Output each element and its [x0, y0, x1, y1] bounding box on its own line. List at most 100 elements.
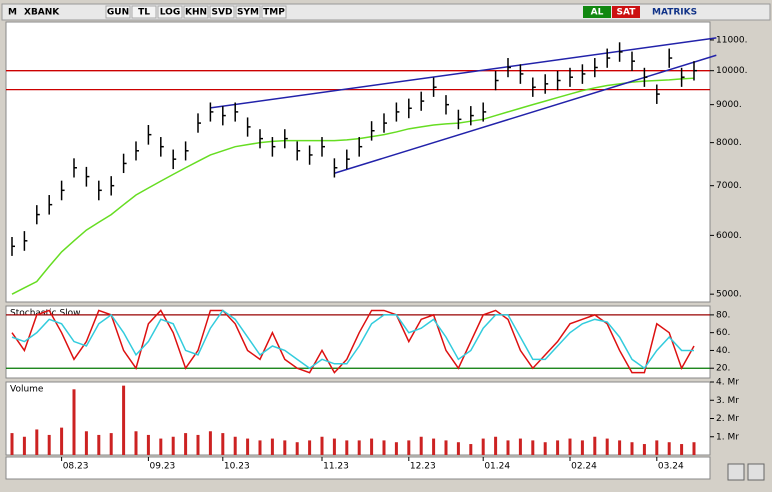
settings-icon[interactable] [747, 463, 765, 481]
volume-bar [456, 442, 460, 455]
y-tick-label: 10000. [716, 66, 748, 76]
volume-bar [146, 434, 150, 455]
stoch-line [11, 309, 695, 374]
volume-bar [556, 440, 560, 455]
volume-bar [345, 440, 349, 455]
logo: M [8, 8, 17, 18]
toolbar-button-label[interactable]: GUN [107, 8, 129, 18]
trend-line [334, 54, 717, 174]
brand: MATRIKS [652, 8, 697, 18]
volume-bar [506, 440, 510, 455]
panel-title: Stochastic Slow [10, 309, 81, 319]
volume-bar [84, 431, 88, 455]
volume-bar [246, 438, 250, 455]
y-tick-label: 5000. [716, 290, 742, 300]
sync-icon[interactable] [727, 463, 745, 481]
volume-bar [407, 440, 411, 455]
trend-line [210, 37, 717, 109]
volume-bar [518, 438, 522, 455]
buy-label[interactable]: AL [591, 8, 604, 18]
volume-bar [432, 438, 436, 455]
x-tick-label: 03.24 [658, 462, 684, 472]
volume-bar [283, 440, 287, 455]
volume-bar [667, 442, 671, 455]
volume-bar [159, 438, 163, 455]
toolbar-button-label[interactable]: KHN [185, 8, 207, 18]
y-tick-label: 40. [716, 346, 730, 356]
volume-bar [196, 434, 200, 455]
toolbar-button[interactable] [105, 5, 131, 19]
toolbar-button-label[interactable]: SYM [237, 8, 259, 18]
volume-bar [109, 433, 113, 455]
y-tick-label: 4. Mr [716, 378, 739, 388]
toolbar-button[interactable] [157, 5, 183, 19]
volume-bar [258, 440, 262, 455]
volume-bar [60, 427, 64, 455]
volume-bar [382, 440, 386, 455]
volume-bar [618, 440, 622, 455]
y-tick-label: 1. Mr [716, 432, 739, 442]
buy-button[interactable] [583, 6, 611, 18]
volume-bar [22, 436, 26, 455]
toolbar-button[interactable] [131, 5, 157, 19]
toolbar-button-label[interactable]: LOG [160, 8, 180, 18]
volume-bar [233, 436, 237, 455]
toolbar-button[interactable] [261, 5, 287, 19]
x-tick-label: 10.23 [224, 462, 250, 472]
volume-bar [642, 444, 646, 455]
volume-bar [680, 444, 684, 455]
sell-label[interactable]: SAT [617, 8, 637, 18]
y-tick-label: 3. Mr [716, 396, 739, 406]
y-tick-label: 80. [716, 310, 730, 320]
volume-bar [134, 431, 138, 455]
volume-bar [531, 440, 535, 455]
volume-bar [494, 436, 498, 455]
x-tick-label: 11.23 [323, 462, 349, 472]
volume-bar [221, 433, 225, 455]
toolbar-button[interactable] [235, 5, 261, 19]
x-tick-label: 09.23 [150, 462, 176, 472]
y-tick-label: 9000. [716, 100, 742, 110]
volume-bar [47, 434, 51, 455]
volume-bar [419, 436, 423, 455]
panel-title: Volume [10, 385, 44, 395]
volume-bar [568, 438, 572, 455]
y-tick-label: 7000. [716, 181, 742, 191]
y-tick-label: 60. [716, 328, 730, 338]
volume-bar [357, 440, 361, 455]
symbol[interactable]: XBANK [24, 8, 60, 18]
volume-bar [171, 436, 175, 455]
y-tick-label: 20. [716, 364, 730, 374]
volume-bar [481, 438, 485, 455]
sell-button[interactable] [612, 6, 640, 18]
toolbar-button[interactable] [183, 5, 209, 19]
volume-bar [370, 438, 374, 455]
y-tick-label: 6000. [716, 231, 742, 241]
toolbar-button-label[interactable]: SVD [212, 8, 233, 18]
toolbar-button[interactable] [209, 5, 235, 19]
x-tick-label: 01.24 [484, 462, 510, 472]
volume-bar [332, 438, 336, 455]
volume-bar [270, 438, 274, 455]
toolbar-button-label[interactable]: TMP [263, 8, 285, 18]
volume-bar [655, 440, 659, 455]
toolbar-button-label[interactable]: TL [138, 8, 150, 18]
x-tick-label: 12.23 [410, 462, 436, 472]
stoch-line [11, 309, 694, 370]
volume-bar [394, 442, 398, 455]
moving-average [11, 77, 695, 295]
volume-bar [208, 431, 212, 455]
y-tick-label: 2. Mr [716, 414, 739, 424]
volume-bar [543, 442, 547, 455]
y-tick-label: 8000. [716, 138, 742, 148]
stoch-panel [5, 305, 711, 379]
volume-bar [469, 444, 473, 455]
volume-bar [295, 442, 299, 455]
volume-bar [593, 436, 597, 455]
volume-bar [308, 440, 312, 455]
volume-bar [630, 442, 634, 455]
x-tick-label: 08.23 [63, 462, 89, 472]
volume-bar [692, 442, 696, 455]
volume-bar [97, 434, 101, 455]
